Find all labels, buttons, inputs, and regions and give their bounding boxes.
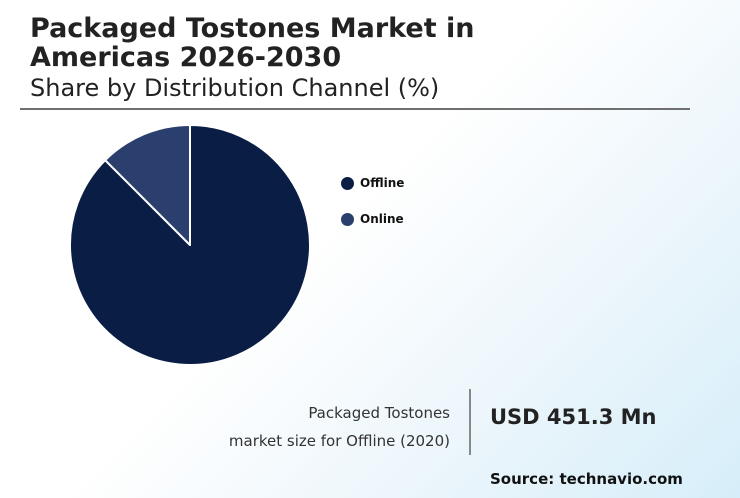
- pie-chart: [69, 124, 311, 366]
- legend-label-offline: Offline: [360, 176, 405, 190]
- legend-item-online: Online: [341, 210, 404, 228]
- stat-divider: [469, 389, 471, 455]
- pie-slice-online: [104, 124, 191, 246]
- stat-label-line2: market size for Offline (2020): [228, 432, 450, 450]
- legend-swatch-offline: [341, 176, 354, 190]
- chart-subtitle: Share by Distribution Channel (%): [30, 74, 440, 102]
- title-divider: [20, 108, 690, 110]
- legend-label-online: Online: [360, 212, 404, 226]
- chart-legend: Offline Online: [341, 174, 404, 246]
- stat-value: USD 451.3 Mn: [490, 405, 657, 429]
- stat-label-line1: Packaged Tostones: [308, 404, 450, 422]
- legend-swatch-online: [341, 212, 354, 226]
- legend-item-offline: Offline: [341, 174, 404, 192]
- stat-label: Packaged Tostones market size for Offlin…: [229, 399, 450, 455]
- source-credit: Source: technavio.com: [490, 470, 683, 488]
- chart-title: Packaged Tostones Market in Americas 202…: [30, 13, 475, 73]
